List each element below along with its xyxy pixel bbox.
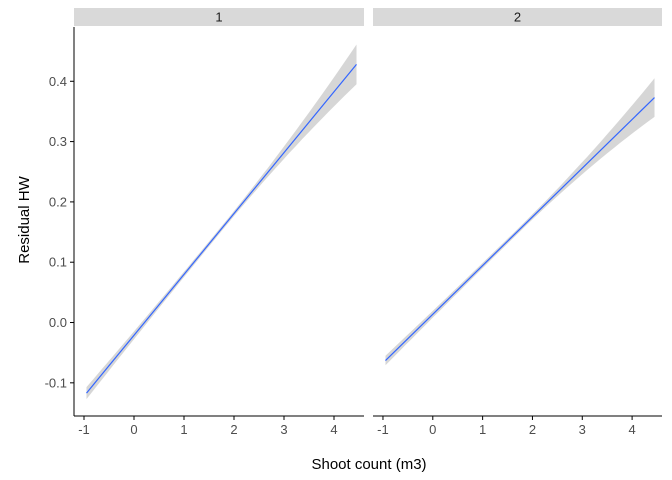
y-tick-label: 0.3 bbox=[49, 134, 67, 149]
fit-line bbox=[86, 64, 357, 394]
x-tick-label: -1 bbox=[377, 422, 389, 437]
x-tick-label: 2 bbox=[230, 422, 237, 437]
x-tick-label: 4 bbox=[628, 422, 635, 437]
panels: 1 -1 0 1 2 3 4 -0.1 0.0 0.1 0.2 0.3 0.4 2 -1 0 1 2 3 4 bbox=[45, 8, 662, 437]
x-tick-label: 2 bbox=[529, 422, 536, 437]
x-tick-label: 4 bbox=[330, 422, 337, 437]
x-tick-label: 1 bbox=[180, 422, 187, 437]
y-tick-label: 0.4 bbox=[49, 74, 67, 89]
y-tick-label: -0.1 bbox=[45, 375, 67, 390]
facet-strip-label: 1 bbox=[215, 10, 222, 25]
x-tick-label: 3 bbox=[280, 422, 287, 437]
fit-line bbox=[385, 97, 655, 361]
panel-2: 2 -1 0 1 2 3 4 bbox=[373, 8, 662, 437]
facet-strip-label: 2 bbox=[514, 10, 521, 25]
x-tick-label: 3 bbox=[579, 422, 586, 437]
y-tick-label: 0.1 bbox=[49, 255, 67, 270]
y-tick-label: 0.0 bbox=[49, 315, 67, 330]
facet-strip bbox=[373, 8, 662, 26]
panel-1: 1 -1 0 1 2 3 4 -0.1 0.0 0.1 0.2 0.3 0.4 bbox=[45, 8, 364, 437]
x-tick-label: 0 bbox=[429, 422, 436, 437]
x-tick-label: -1 bbox=[78, 422, 90, 437]
x-axis-title: Shoot count (m3) bbox=[311, 456, 426, 473]
x-tick-label: 0 bbox=[130, 422, 137, 437]
confidence-ribbon bbox=[385, 78, 655, 366]
confidence-ribbon bbox=[86, 44, 357, 400]
y-axis-title: Residual HW bbox=[16, 175, 33, 263]
facet-strip bbox=[74, 8, 364, 26]
x-tick-label: 1 bbox=[479, 422, 486, 437]
y-tick-label: 0.2 bbox=[49, 194, 67, 209]
